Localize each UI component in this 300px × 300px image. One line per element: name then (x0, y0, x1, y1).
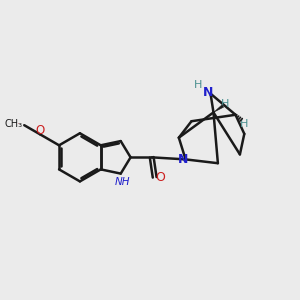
Text: O: O (155, 171, 165, 184)
Text: CH₃: CH₃ (4, 119, 22, 129)
Polygon shape (214, 105, 224, 112)
Text: N: N (178, 154, 188, 166)
Text: H: H (220, 99, 229, 109)
Text: H: H (240, 118, 248, 129)
Text: H: H (194, 80, 202, 90)
Text: O: O (18, 123, 20, 124)
Text: O: O (35, 124, 45, 137)
Text: NH: NH (114, 177, 130, 187)
Text: N: N (203, 86, 213, 99)
